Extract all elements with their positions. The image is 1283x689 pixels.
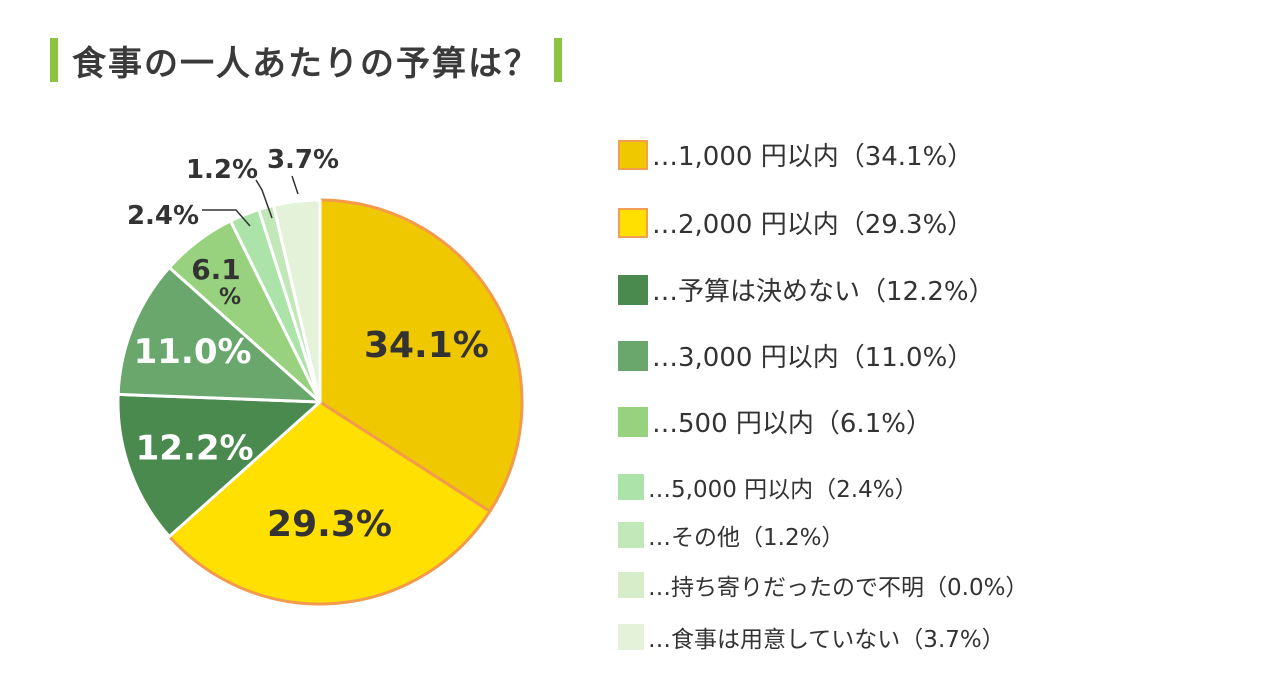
chart-title-block: 食事の一人あたりの予算は？ <box>50 36 562 84</box>
legend-swatch <box>618 274 648 305</box>
legend-swatch <box>618 572 644 598</box>
legend-label: …3,000 円以内（11.0%） <box>652 343 974 373</box>
data-label: 3.7% <box>267 145 339 175</box>
legend-item: …予算は決めない（12.2%） <box>618 271 995 308</box>
chart-title: 食事の一人あたりの予算は？ <box>72 43 540 84</box>
legend-swatch <box>618 207 648 238</box>
pie-slice <box>167 400 492 606</box>
legend-swatch <box>618 340 648 371</box>
legend-label: …2,000 円以内（29.3%） <box>652 210 974 240</box>
legend-item: …2,000 円以内（29.3%） <box>618 204 973 241</box>
legend-swatch <box>618 406 648 437</box>
legend-item: …その他（1.2%） <box>618 518 844 552</box>
legend-label: …食事は用意していない（3.7%） <box>648 627 1005 653</box>
legend-label: …5,000 円以内（2.4%） <box>648 477 918 503</box>
title-accent-bar-left <box>50 38 58 82</box>
leader-line <box>255 179 273 219</box>
legend-label: …予算は決めない（12.2%） <box>652 277 995 307</box>
data-label: 2.4% <box>127 201 199 231</box>
data-label: 6.1 <box>191 253 241 286</box>
data-label: % <box>219 285 241 310</box>
title-accent-bar-right <box>554 38 562 82</box>
data-label: 11.0% <box>134 332 252 372</box>
legend-item: …1,000 円以内（34.1%） <box>618 136 973 173</box>
legend-label: …1,000 円以内（34.1%） <box>652 142 974 172</box>
legend-item: …500 円以内（6.1%） <box>618 403 932 440</box>
data-label: 1.2% <box>186 155 258 185</box>
pie-slice <box>271 198 322 404</box>
legend-label: …500 円以内（6.1%） <box>652 409 932 439</box>
pie-slice <box>116 392 322 539</box>
data-label: 34.1% <box>364 325 489 366</box>
leader-line <box>202 209 251 227</box>
legend-item: …持ち寄りだったので不明（0.0%） <box>618 568 1028 602</box>
pie-slice <box>116 265 322 404</box>
legend-item: …3,000 円以内（11.0%） <box>618 337 973 374</box>
legend-item: …5,000 円以内（2.4%） <box>618 470 918 504</box>
legend-swatch <box>618 522 644 548</box>
legend-swatch <box>618 139 648 170</box>
legend-label: …持ち寄りだったので不明（0.0%） <box>648 575 1029 601</box>
data-label: 12.2% <box>136 428 254 468</box>
legend-label: …その他（1.2%） <box>648 525 845 551</box>
leader-line <box>291 175 299 195</box>
legend-item: …食事は用意していない（3.7%） <box>618 620 1005 654</box>
legend-swatch <box>618 624 644 650</box>
data-label: 29.3% <box>267 504 392 545</box>
legend-swatch <box>618 474 644 500</box>
